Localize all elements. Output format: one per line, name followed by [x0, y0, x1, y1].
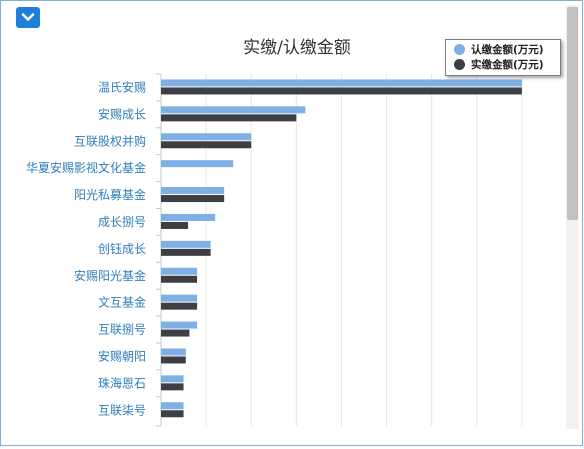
legend-marker-paid	[454, 59, 465, 70]
category-label: 珠海恩石	[98, 375, 146, 390]
bar-paid	[161, 141, 252, 149]
bar-subscribed	[161, 79, 522, 87]
category-label: 互联股权并购	[74, 133, 146, 148]
bar-paid	[161, 275, 198, 283]
bar-paid	[161, 114, 297, 122]
bar-paid	[161, 302, 198, 310]
bar-paid	[161, 221, 189, 229]
category-label: 阳光私募基金	[74, 187, 146, 202]
category-label: 温氏安赐	[98, 79, 146, 94]
bar-subscribed	[161, 348, 186, 356]
collapse-button[interactable]	[16, 7, 40, 28]
category-label: 互联柒号	[98, 403, 146, 417]
category-label: 安赐成长	[98, 106, 146, 121]
legend-item-paid[interactable]: 实缴金额(万元)	[454, 58, 544, 73]
bar-paid	[161, 248, 211, 256]
bar-paid	[161, 356, 186, 364]
bar-subscribed	[161, 160, 234, 168]
legend-label-paid: 实缴金额(万元)	[471, 59, 544, 71]
chevron-down-icon	[21, 13, 35, 21]
bar-subscribed	[161, 375, 184, 383]
bar-subscribed	[161, 213, 216, 221]
bar-paid	[161, 195, 225, 203]
bar-paid	[161, 329, 190, 337]
legend-marker-subscribed	[454, 44, 465, 55]
bar-subscribed	[161, 187, 225, 195]
category-label: 安赐阳光基金	[74, 268, 146, 283]
bar-subscribed	[161, 294, 198, 302]
category-label: 互联捌号	[98, 322, 146, 337]
bar-subscribed	[161, 106, 306, 114]
legend-item-subscribed[interactable]: 认缴金额(万元)	[454, 43, 544, 58]
legend: 认缴金额(万元) 实缴金额(万元)	[445, 39, 561, 76]
bar-subscribed	[161, 267, 198, 275]
category-label: 成长捌号	[98, 214, 146, 229]
scrollbar-thumb[interactable]	[567, 7, 578, 220]
bar-subscribed	[161, 321, 198, 329]
category-label: 创钰成长	[98, 242, 146, 256]
bar-paid	[161, 410, 184, 418]
bar-subscribed	[161, 133, 252, 141]
bar-subscribed	[161, 402, 184, 410]
category-label: 文互基金	[98, 295, 146, 310]
bar-paid	[161, 383, 184, 391]
bar-subscribed	[161, 240, 211, 248]
legend-label-subscribed: 认缴金额(万元)	[471, 44, 544, 56]
category-label: 华夏安赐影视文化基金	[26, 160, 146, 175]
bar-paid	[161, 87, 522, 95]
chart-title: 实缴/认缴金额	[243, 38, 351, 58]
category-label: 安赐朝阳	[98, 348, 146, 363]
